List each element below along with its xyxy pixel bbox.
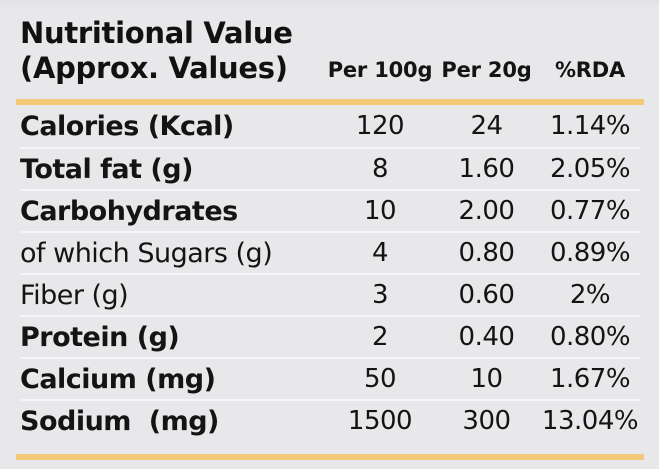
row-value-rda: 2.05% (549, 154, 631, 184)
row-label: Protein (g) (20, 321, 180, 353)
table-title-line-2: (Approx. Values) (20, 51, 288, 85)
column-header-rda: %RDA (554, 58, 626, 82)
table-title-line-1: Nutritional Value (20, 16, 293, 50)
row-value-rda: 0.80% (549, 322, 631, 352)
table-row: Fiber (g) 3 0.60 2% (20, 273, 640, 315)
table-row: Total fat (g) 8 1.60 2.05% (20, 147, 640, 189)
table-row: of which Sugars (g) 4 0.80 0.89% (20, 231, 640, 273)
table-body: Calories (Kcal) 120 24 1.14% Total fat (… (0, 105, 659, 441)
table-row: Protein (g) 2 0.40 0.80% (20, 315, 640, 357)
row-value-rda: 1.14% (549, 111, 631, 141)
row-value-per-100g: 4 (371, 238, 389, 268)
row-value-rda: 1.67% (549, 364, 631, 394)
top-gold-divider (16, 99, 644, 105)
row-label: Sodium (mg) (20, 405, 219, 437)
row-label: of which Sugars (g) (20, 237, 273, 269)
table-title: Nutritional Value (Approx. Values) (20, 16, 327, 86)
row-value-per-100g: 2 (371, 322, 389, 352)
row-value-per-100g: 8 (371, 154, 389, 184)
row-value-per-100g: 120 (355, 111, 405, 141)
row-label: Calories (Kcal) (20, 110, 234, 142)
table-header: Nutritional Value (Approx. Values) Per 1… (0, 0, 659, 86)
row-value-per-20g: 0.60 (458, 280, 515, 310)
bottom-gold-divider (16, 454, 644, 460)
table-row: Calcium (mg) 50 10 1.67% (20, 357, 640, 399)
table-row: Carbohydrates 10 2.00 0.77% (20, 189, 640, 231)
table-row: Sodium (mg) 1500 300 13.04% (20, 399, 640, 441)
row-label: Fiber (g) (20, 279, 129, 311)
row-label: Calcium (mg) (20, 363, 216, 395)
row-value-rda: 0.77% (549, 196, 631, 226)
table-row: Calories (Kcal) 120 24 1.14% (20, 105, 640, 147)
row-value-rda: 0.89% (549, 238, 631, 268)
row-value-rda: 13.04% (541, 406, 639, 436)
column-header-per-100g: Per 100g (327, 58, 433, 82)
row-value-rda: 2% (569, 280, 611, 310)
row-value-per-100g: 3 (371, 280, 389, 310)
row-value-per-20g: 300 (462, 406, 511, 436)
row-value-per-100g: 1500 (347, 406, 413, 436)
row-value-per-20g: 24 (470, 111, 503, 141)
row-value-per-100g: 10 (363, 196, 397, 226)
row-value-per-100g: 50 (363, 364, 397, 394)
row-value-per-20g: 0.80 (458, 238, 515, 268)
row-value-per-20g: 2.00 (458, 196, 515, 226)
row-value-per-20g: 10 (470, 364, 503, 394)
row-value-per-20g: 0.40 (458, 322, 515, 352)
row-label: Total fat (g) (20, 153, 193, 185)
row-value-per-20g: 1.60 (458, 154, 515, 184)
row-label: Carbohydrates (20, 195, 238, 227)
column-header-per-20g: Per 20g (441, 58, 532, 82)
